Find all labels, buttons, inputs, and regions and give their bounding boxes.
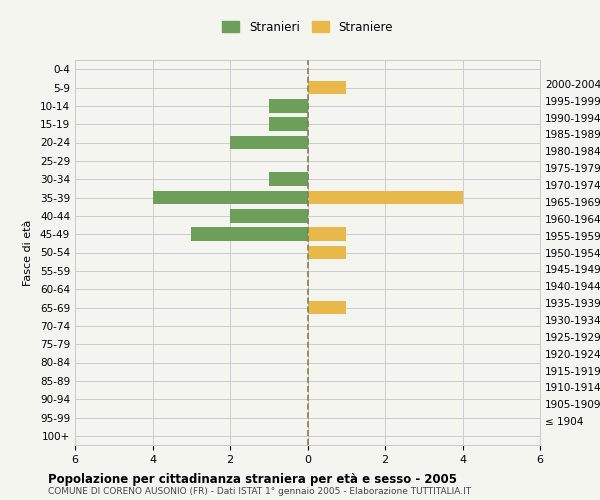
- Text: COMUNE DI CORENO AUSONIO (FR) - Dati ISTAT 1° gennaio 2005 - Elaborazione TUTTIT: COMUNE DI CORENO AUSONIO (FR) - Dati IST…: [48, 488, 471, 496]
- Bar: [308, 228, 346, 241]
- Bar: [308, 190, 463, 204]
- Text: Popolazione per cittadinanza straniera per età e sesso - 2005: Popolazione per cittadinanza straniera p…: [48, 472, 457, 486]
- Bar: [230, 209, 308, 222]
- Bar: [152, 190, 308, 204]
- Bar: [230, 136, 308, 149]
- Bar: [191, 228, 308, 241]
- Bar: [308, 80, 346, 94]
- Bar: [269, 118, 308, 131]
- Y-axis label: Fasce di età: Fasce di età: [23, 220, 33, 286]
- Bar: [269, 99, 308, 112]
- Bar: [308, 300, 346, 314]
- Bar: [308, 246, 346, 260]
- Legend: Stranieri, Straniere: Stranieri, Straniere: [217, 16, 398, 38]
- Bar: [269, 172, 308, 186]
